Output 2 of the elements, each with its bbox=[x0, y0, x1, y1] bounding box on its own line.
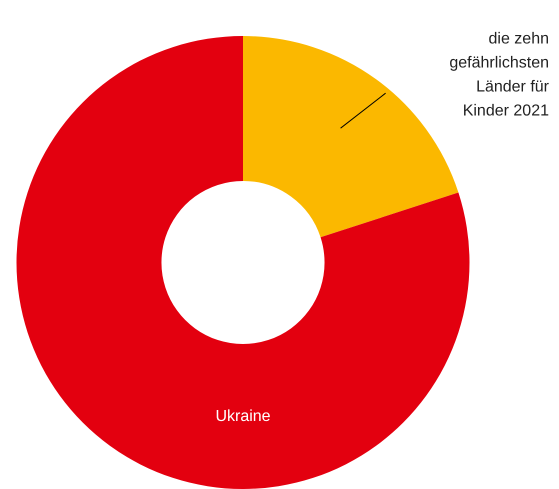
slice-label: Ukraine bbox=[215, 408, 271, 425]
slice-label: die zehn gefährlichsten Länder für Kinder 2021 bbox=[449, 30, 550, 120]
